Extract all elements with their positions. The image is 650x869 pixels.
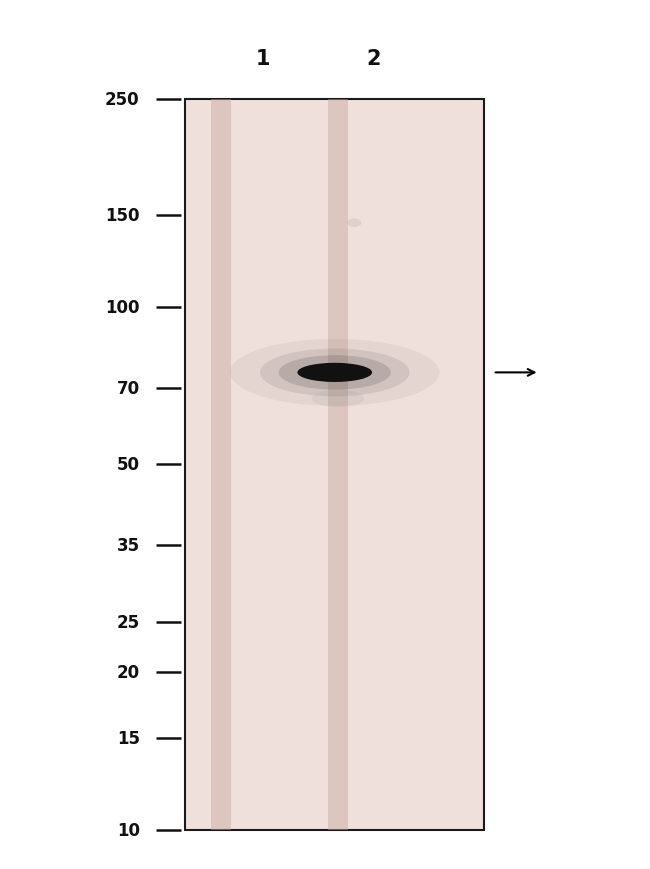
Text: 70: 70 [116,380,140,398]
Text: 15: 15 [117,729,140,747]
Bar [221,100,231,830]
Bar [185,100,484,830]
Text: 1: 1 [256,50,270,69]
Ellipse shape [260,349,410,397]
Text: 10: 10 [117,821,140,839]
Ellipse shape [312,390,364,408]
Text: 25: 25 [116,614,140,631]
Text: 20: 20 [116,664,140,681]
Bar [338,100,348,830]
Bar [328,100,338,830]
Ellipse shape [347,219,361,228]
Bar [211,100,221,830]
Ellipse shape [298,363,372,382]
Text: 35: 35 [116,537,140,554]
Ellipse shape [279,355,391,390]
Ellipse shape [230,340,439,407]
Text: 150: 150 [105,207,140,225]
Text: 2: 2 [367,50,381,69]
Text: 100: 100 [105,299,140,316]
Text: 250: 250 [105,91,140,109]
Text: 50: 50 [117,456,140,474]
